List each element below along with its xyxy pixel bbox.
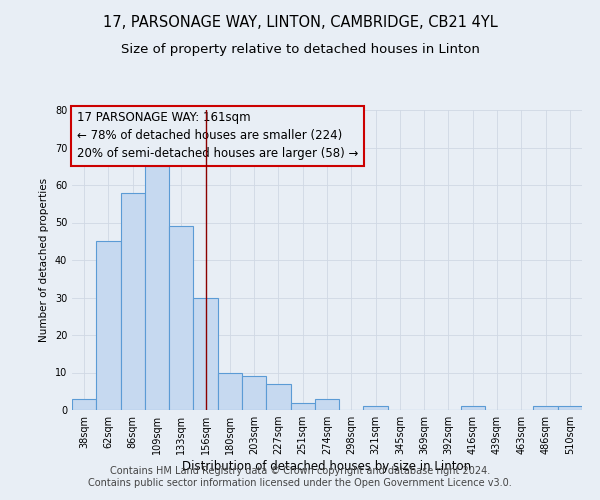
Bar (169, 226, 193, 410)
Bar (364, 406, 388, 410)
Bar (218, 372, 242, 410)
Bar (315, 399, 339, 410)
Bar (72, 399, 96, 410)
Bar (533, 406, 558, 410)
Y-axis label: Number of detached properties: Number of detached properties (39, 178, 49, 342)
Text: 17 PARSONAGE WAY: 161sqm
← 78% of detached houses are smaller (224)
20% of semi-: 17 PARSONAGE WAY: 161sqm ← 78% of detach… (77, 112, 358, 160)
Bar (242, 376, 266, 410)
Bar (121, 192, 145, 410)
Text: Size of property relative to detached houses in Linton: Size of property relative to detached ho… (121, 42, 479, 56)
X-axis label: Distribution of detached houses by size in Linton: Distribution of detached houses by size … (182, 460, 472, 473)
Bar (558, 406, 582, 410)
Bar (461, 406, 485, 410)
Text: Contains HM Land Registry data © Crown copyright and database right 2024.
Contai: Contains HM Land Registry data © Crown c… (88, 466, 512, 487)
Bar (290, 402, 315, 410)
Bar (266, 384, 290, 410)
Bar (145, 166, 169, 410)
Text: 17, PARSONAGE WAY, LINTON, CAMBRIDGE, CB21 4YL: 17, PARSONAGE WAY, LINTON, CAMBRIDGE, CB… (103, 15, 497, 30)
Bar (193, 298, 218, 410)
Bar (96, 242, 121, 410)
